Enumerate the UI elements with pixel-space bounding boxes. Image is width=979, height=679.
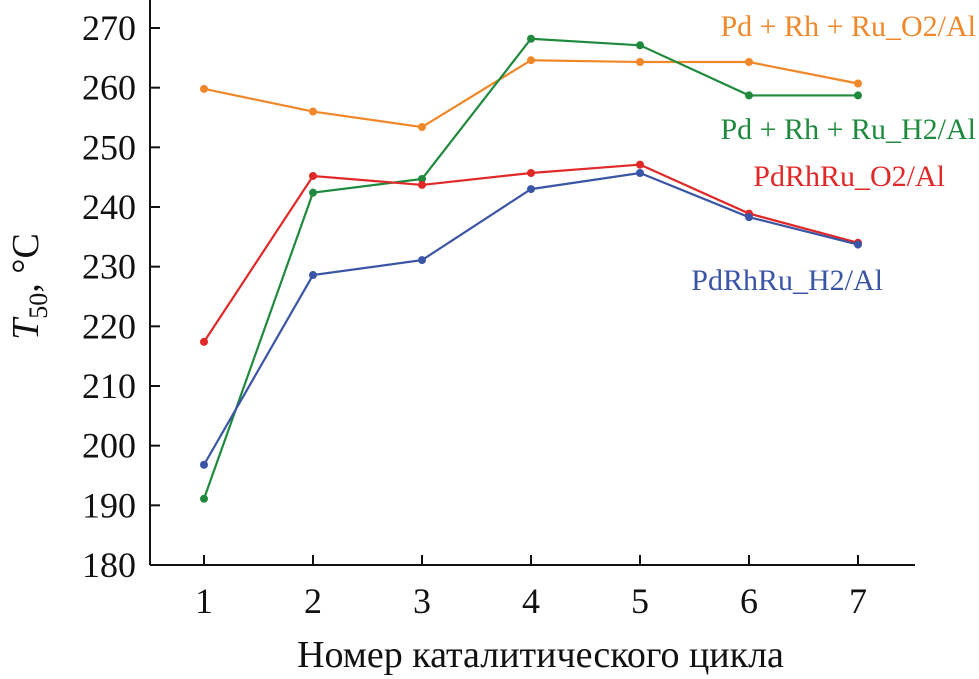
- data-point: [854, 91, 862, 100]
- data-point: [527, 34, 535, 43]
- data-point: [854, 240, 862, 249]
- data-point: [418, 180, 426, 189]
- y-tick-label: 240: [82, 187, 136, 227]
- y-tick-label: 230: [82, 247, 136, 287]
- data-point: [636, 41, 644, 50]
- y-axis-symbol: T: [5, 316, 47, 340]
- y-tick-label: 250: [82, 127, 136, 167]
- data-point: [309, 271, 317, 280]
- series-label-4: PdRhRu_H2/Al: [691, 264, 883, 297]
- series-label-2: Pd + Rh + Ru_H2/Al: [720, 113, 976, 146]
- data-point: [309, 171, 317, 180]
- y-axis-unit: , °C: [5, 233, 47, 293]
- y-tick-label: 220: [82, 306, 136, 346]
- axes: [149, 0, 915, 566]
- data-point: [418, 256, 426, 265]
- y-ticks: 180 190 200 210 220 230 240 250 260 270: [82, 8, 160, 585]
- data-point: [854, 79, 862, 88]
- y-axis-title: T50, °C: [5, 233, 53, 340]
- data-point: [418, 123, 426, 132]
- x-ticks: 1 2 3 4 5 6 7: [195, 555, 867, 621]
- x-tick-label: 7: [849, 581, 867, 621]
- series-label-1: Pd + Rh + Ru_O2/Al: [720, 10, 976, 43]
- data-point: [527, 185, 535, 194]
- data-point: [309, 107, 317, 116]
- y-tick-label: 180: [82, 545, 136, 585]
- y-tick-label: 190: [82, 485, 136, 525]
- data-point: [745, 91, 753, 100]
- x-tick-label: 3: [413, 581, 431, 621]
- y-tick-label: 270: [82, 8, 136, 48]
- y-tick-label: 200: [82, 426, 136, 466]
- x-tick-label: 5: [631, 581, 649, 621]
- series-lines: [200, 34, 862, 503]
- x-tick-label: 6: [740, 581, 758, 621]
- series-labels: Pd + Rh + Ru_O2/Al Pd + Rh + Ru_H2/Al PdRh…: [691, 10, 976, 297]
- data-point: [745, 213, 753, 222]
- y-axis-subscript: 50: [24, 293, 53, 319]
- data-point: [200, 337, 208, 346]
- series-label-3: PdRhRu_O2/Al: [753, 160, 945, 193]
- data-point: [200, 84, 208, 93]
- x-tick-label: 2: [304, 581, 322, 621]
- data-point: [636, 160, 644, 169]
- data-point: [200, 494, 208, 503]
- x-tick-label: 1: [195, 581, 213, 621]
- data-point: [636, 168, 644, 177]
- y-tick-label: 210: [82, 366, 136, 406]
- data-point: [745, 58, 753, 67]
- data-point: [200, 460, 208, 469]
- data-point: [527, 168, 535, 177]
- y-tick-label: 260: [82, 68, 136, 108]
- data-point: [418, 174, 426, 183]
- data-point: [527, 56, 535, 65]
- x-axis-title: Номер каталитического цикла: [297, 634, 784, 676]
- data-point: [309, 188, 317, 197]
- x-tick-label: 4: [522, 581, 540, 621]
- data-point: [636, 58, 644, 67]
